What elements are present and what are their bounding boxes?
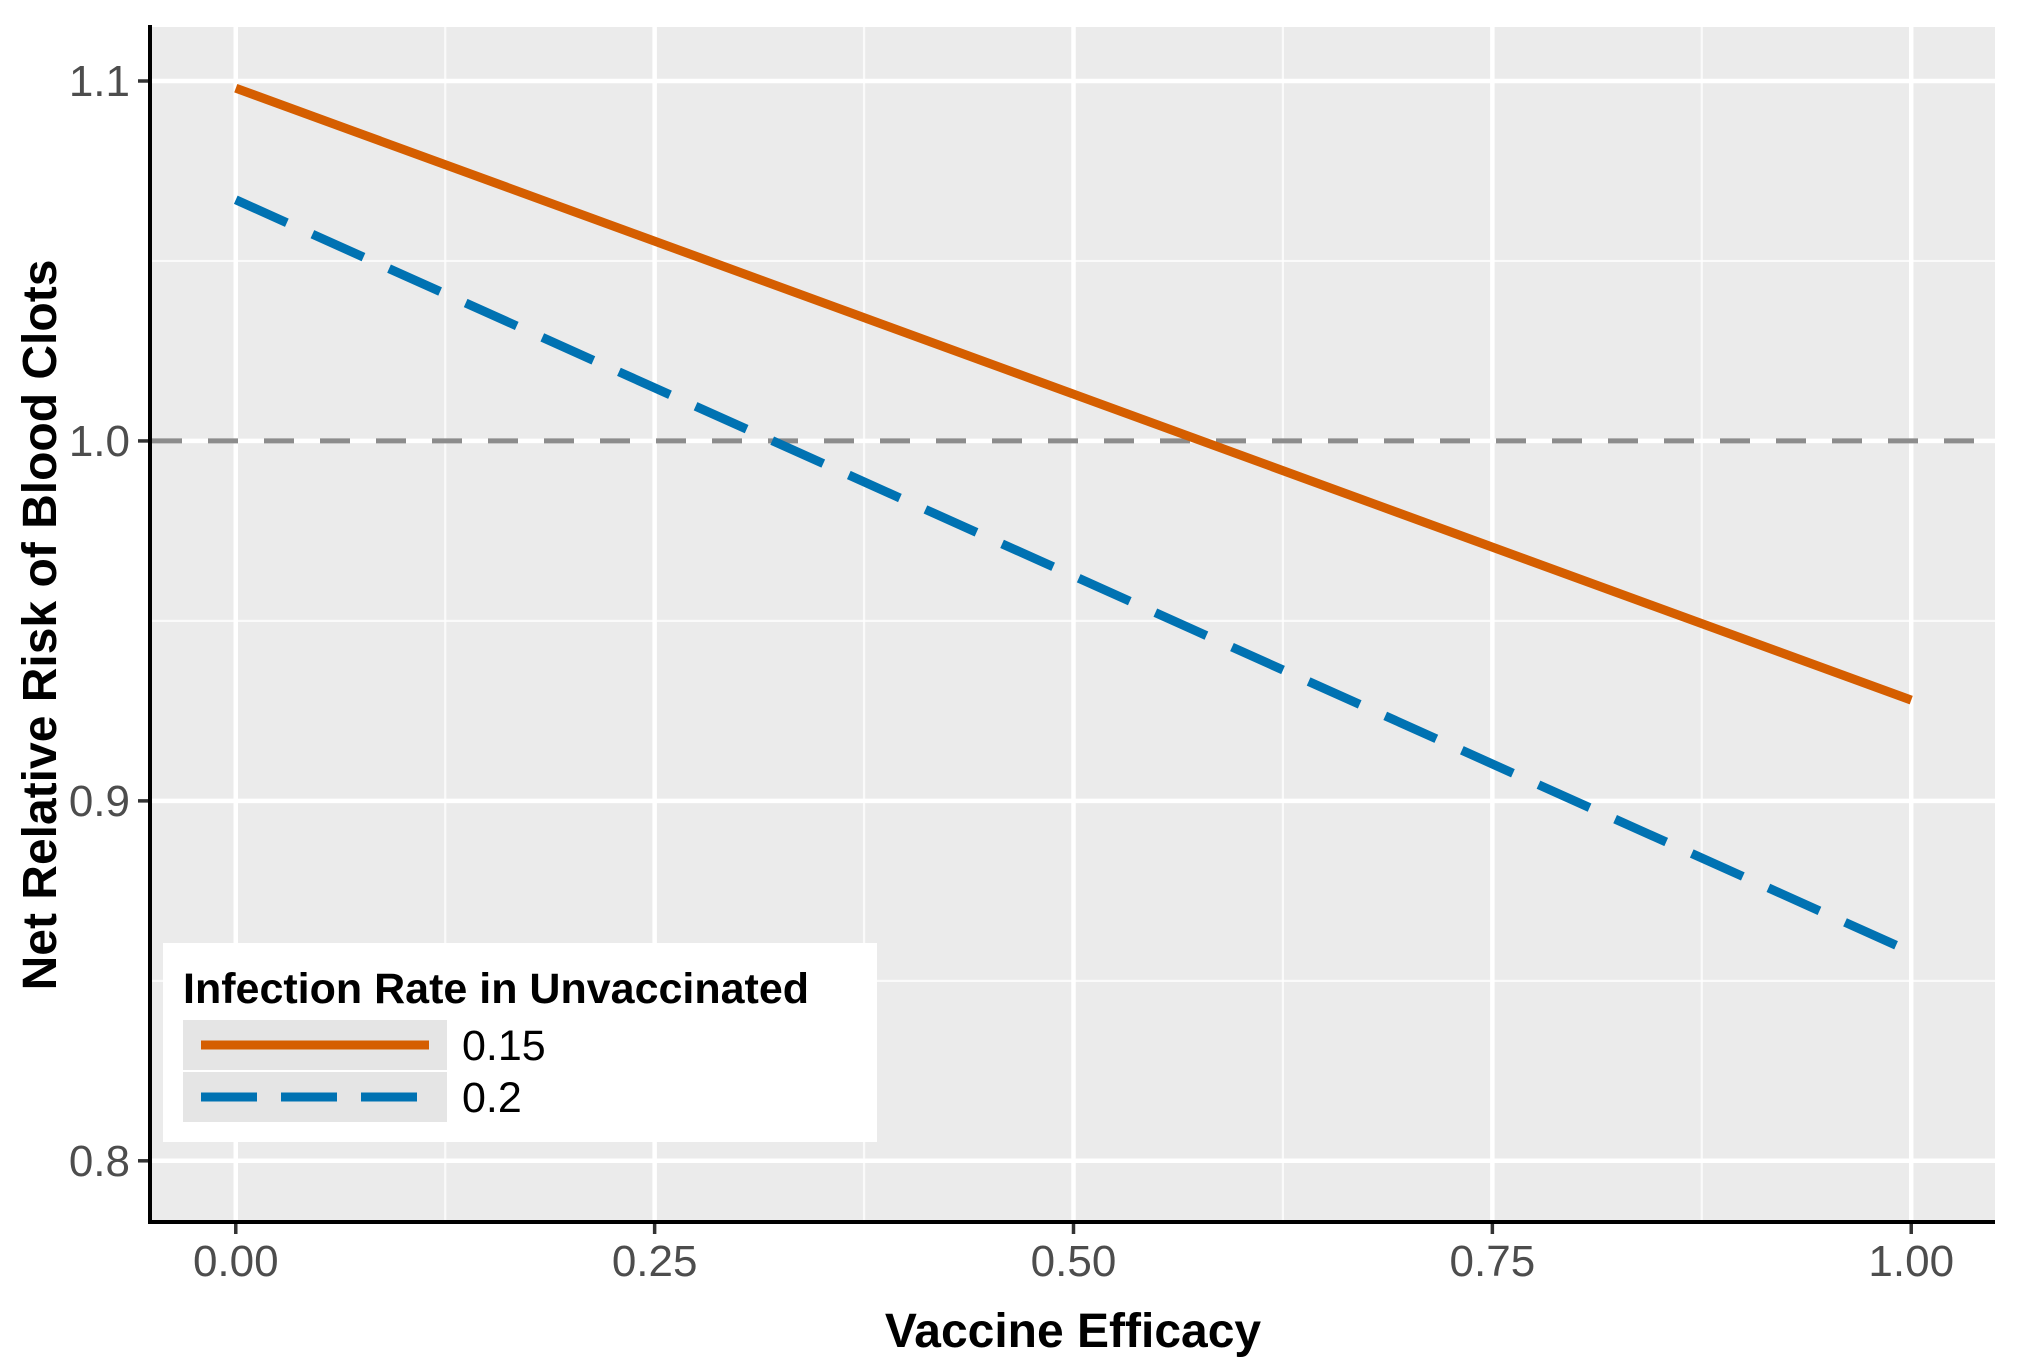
y-tick-label: 1.0	[69, 417, 130, 466]
y-tick-label: 0.9	[69, 777, 130, 826]
legend-title: Infection Rate in Unvaccinated	[183, 965, 809, 1013]
legend-label-015: 0.15	[462, 1022, 546, 1070]
x-tick-label: 0.00	[193, 1237, 279, 1286]
legend-label-02: 0.2	[462, 1074, 522, 1122]
x-axis-title: Vaccine Efficacy	[885, 1305, 1262, 1358]
y-axis-title: Net Relative Risk of Blood Clots	[14, 260, 67, 991]
series-line-0.2	[233, 195, 1914, 957]
data-series-lines	[233, 83, 1914, 957]
axis-tick-labels: 0.00 0.25 0.50 0.75 1.00 0.8 0.9 1.0 1.1	[69, 57, 1954, 1286]
x-tick-label: 0.50	[1031, 1237, 1117, 1286]
y-tick-label: 1.1	[69, 57, 130, 106]
x-tick-label: 0.75	[1450, 1237, 1536, 1286]
x-tick-label: 1.00	[1868, 1237, 1954, 1286]
y-tick-label: 0.8	[69, 1137, 130, 1186]
legend: Infection Rate in Unvaccinated 0.15 0.2	[163, 943, 877, 1142]
series-line-0.15	[234, 83, 1913, 705]
x-tick-label: 0.25	[612, 1237, 698, 1286]
